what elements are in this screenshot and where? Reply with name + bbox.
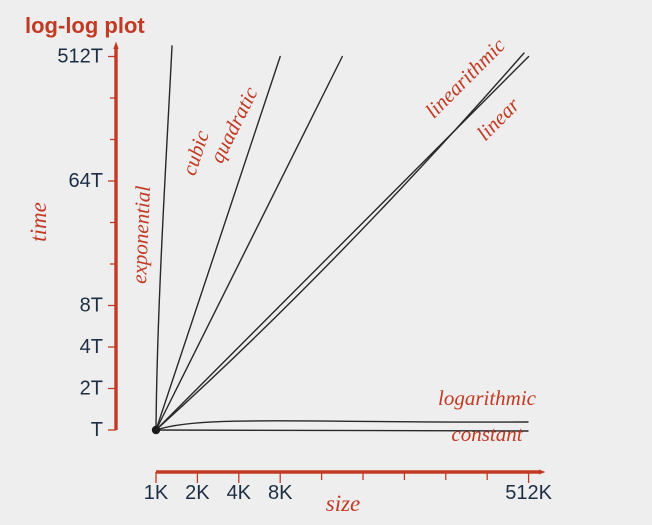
svg-text:4T: 4T: [80, 336, 103, 358]
svg-text:constant: constant: [451, 422, 523, 446]
svg-text:1K: 1K: [144, 482, 169, 504]
svg-text:logarithmic: logarithmic: [438, 386, 537, 410]
svg-text:4K: 4K: [227, 482, 252, 504]
svg-text:time: time: [26, 202, 51, 242]
svg-text:size: size: [326, 491, 361, 516]
svg-text:2K: 2K: [185, 482, 210, 504]
svg-text:log-log plot: log-log plot: [25, 13, 145, 38]
svg-text:2T: 2T: [80, 378, 103, 400]
svg-text:T: T: [91, 419, 103, 441]
svg-text:8T: 8T: [80, 295, 103, 317]
svg-text:512T: 512T: [57, 46, 103, 68]
svg-text:512K: 512K: [505, 482, 552, 504]
svg-text:exponential: exponential: [127, 185, 155, 284]
svg-text:8K: 8K: [268, 482, 293, 504]
svg-text:64T: 64T: [69, 170, 103, 192]
